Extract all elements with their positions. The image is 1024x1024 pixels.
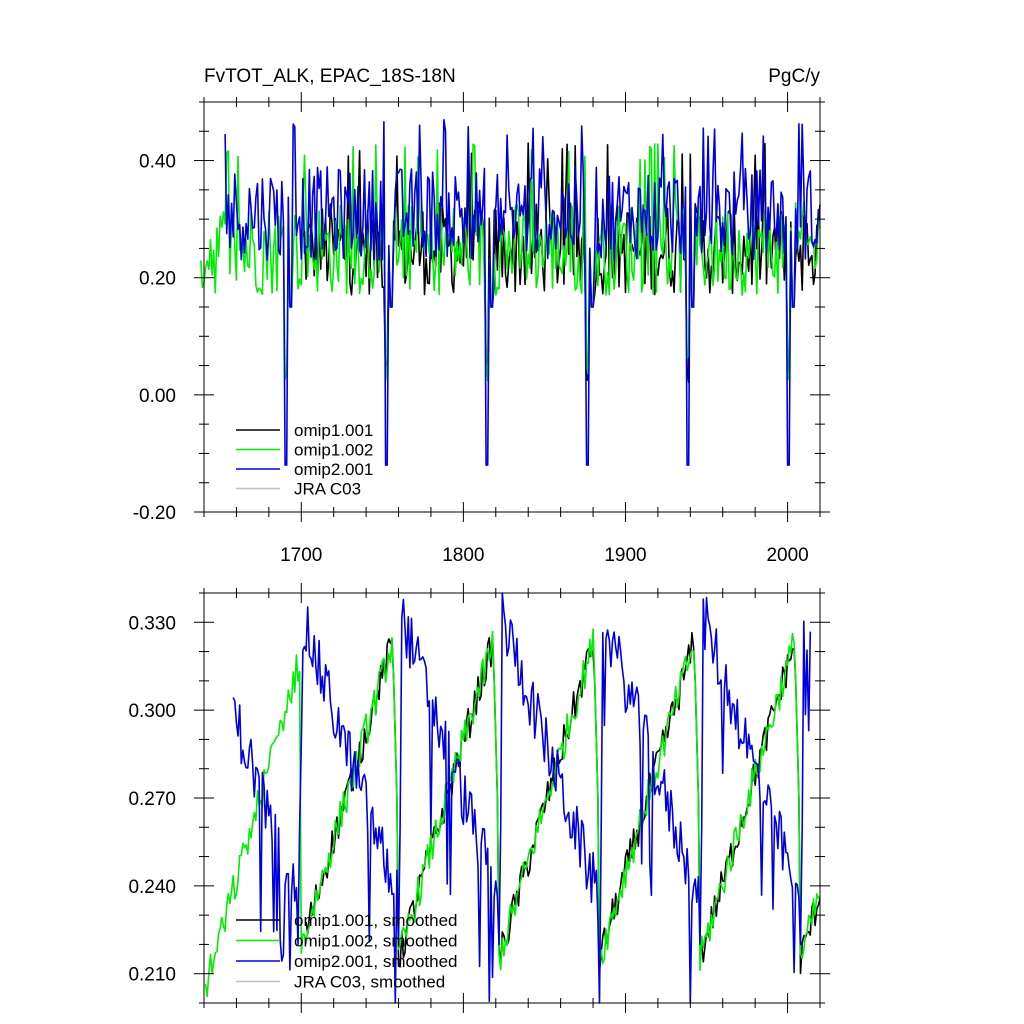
y-tick-label: 0.270 (128, 789, 176, 810)
bottom-panel: 0.210 0.240 0.270 0.300 0.330 omip1.001, smo… (128, 583, 830, 1013)
top-axis-ticks: 1700 1800 1900 2000 -0.20 0.00 0.20 0.40 (133, 92, 830, 566)
legend-label: omip1.002, smoothed (294, 932, 458, 951)
legend-label: JRA C03, smoothed (294, 973, 445, 992)
x-tick-label: 2000 (766, 545, 808, 566)
x-tick-label: 1900 (604, 545, 646, 566)
legend-label: omip2.001, smoothed (294, 952, 458, 971)
legend-label: omip2.001 (294, 460, 373, 479)
bottom-legend: omip1.001, smoothed omip1.002, smoothedom… (236, 911, 458, 992)
x-tick-label: 1700 (280, 545, 322, 566)
y-tick-label: 0.240 (128, 877, 176, 898)
x-tick-label: 1800 (442, 545, 484, 566)
top-plot-frame (203, 101, 821, 513)
top-plot-lines (200, 119, 821, 466)
bottom-plot-lines (204, 592, 821, 1004)
legend-label: omip1.002 (294, 441, 373, 460)
y-tick-label: 0.210 (128, 965, 176, 986)
legend-label: JRA C03 (294, 480, 361, 499)
y-tick-label: -0.20 (133, 503, 176, 524)
y-tick-label: 0.00 (139, 386, 176, 407)
series-line-omip2-001 (224, 119, 821, 466)
bottom-plot-frame (203, 592, 821, 1004)
y-tick-label: 0.330 (128, 613, 176, 634)
top-title-right: PgC/y (768, 66, 820, 87)
legend-label: omip1.001 (294, 421, 373, 440)
y-tick-label: 0.300 (128, 701, 176, 722)
y-tick-label: 0.40 (139, 152, 176, 173)
y-tick-label: 0.20 (139, 269, 176, 290)
series-line-omip2-001-smoothed (232, 592, 812, 1004)
legend-label: omip1.001, smoothed (294, 911, 458, 930)
top-panel: FvTOT_ALK, EPAC_18S-18N PgC/y 1700 1800 19… (133, 66, 830, 566)
series-line-omip1-002 (200, 143, 821, 383)
top-title-left: FvTOT_ALK, EPAC_18S-18N (204, 66, 456, 87)
series-line-omip1-002-smoothed (204, 628, 821, 998)
bottom-axis-ticks: 0.210 0.240 0.270 0.300 0.330 (128, 583, 830, 1013)
